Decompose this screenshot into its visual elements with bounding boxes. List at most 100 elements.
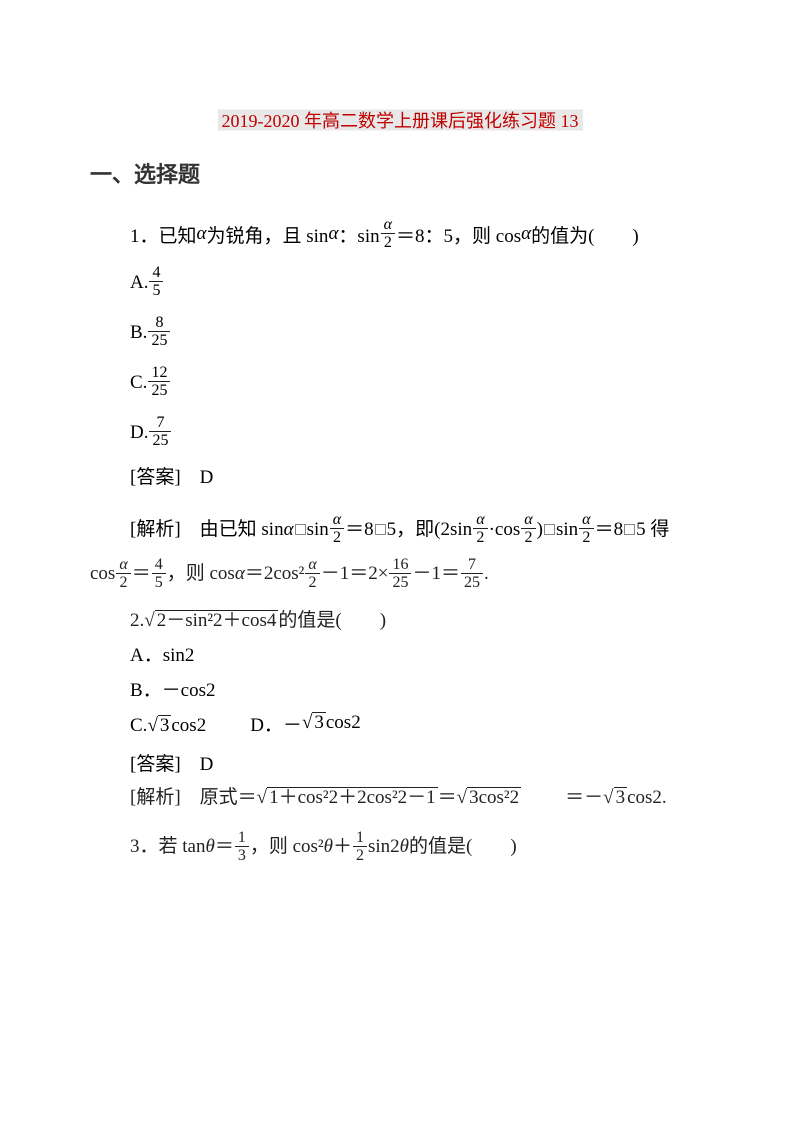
frac-num: α (473, 512, 487, 529)
text: 的值是( ) (409, 833, 517, 862)
text: C. (130, 715, 147, 737)
text: ＝2cos² (245, 560, 305, 589)
option-letter: B. (130, 322, 147, 344)
fraction: α 2 (521, 512, 535, 547)
frac-den: 2 (330, 529, 344, 547)
text: ＝8 (595, 511, 624, 549)
frac-den: 25 (461, 574, 483, 592)
fraction: α 2 (116, 557, 130, 592)
fraction: α 2 (330, 512, 344, 547)
fraction: α 2 (381, 217, 395, 252)
text: ＝ (215, 833, 234, 862)
theta-var: θ (400, 833, 409, 862)
q1-analysis-line1: [解析] 由已知 sin α sin α 2 ＝8 5，即(2sin α 2 ·… (90, 511, 669, 549)
frac-num: 1 (235, 830, 249, 847)
sqrt-body: 3 (312, 712, 326, 732)
text: －1＝2× (321, 560, 389, 589)
sqrt-icon: 3cos²2 (457, 784, 521, 813)
unknown-box-icon (624, 524, 635, 535)
sqrt-body: 3cos²2 (467, 787, 521, 807)
frac-num: 7 (461, 557, 483, 574)
text: sin (307, 511, 329, 549)
q1-text: ＝8：5，则 cos (396, 221, 521, 248)
text: D．－ (250, 710, 302, 737)
q2-option-d: D．－ 3 cos2 (210, 710, 361, 737)
fraction: 4 5 (149, 265, 163, 300)
frac-num: α (381, 217, 395, 234)
frac-num: α (305, 557, 319, 574)
sqrt-icon: 3 (603, 784, 627, 813)
q2-analysis-line1: [解析] 原式＝ 1＋cos²2＋2cos²2－1 ＝ 3cos²2 (90, 784, 521, 813)
frac-num: α (521, 512, 535, 529)
frac-den: 25 (389, 574, 411, 592)
text: 5，即(2sin (387, 511, 473, 549)
frac-den: 2 (116, 574, 130, 592)
frac-den: 2 (521, 529, 535, 547)
theta-var: θ (324, 833, 333, 862)
text: sin (556, 511, 578, 549)
text: ，则 cos (167, 560, 235, 589)
alpha-var: α (521, 223, 531, 245)
frac-num: 7 (149, 415, 171, 432)
q1-answer: [答案] D (90, 462, 710, 489)
text: 2. (130, 607, 144, 636)
frac-num: 8 (148, 315, 170, 332)
sqrt-icon: 3 (302, 712, 326, 734)
q2-analysis-line2: ＝－ 3 cos2. (525, 784, 667, 813)
frac-num: α (116, 557, 130, 574)
q1-text: 1．已知 (130, 221, 197, 248)
alpha-var: α (197, 223, 207, 245)
sqrt-body: 1＋cos²2＋2cos²2－1 (267, 787, 438, 807)
sqrt-body: 3 (614, 787, 628, 807)
q1-stem: 1．已知 α 为锐角，且 sin α ：sin α 2 ＝8：5，则 cos α… (90, 217, 710, 252)
text: －1＝ (412, 560, 460, 589)
frac-num: 4 (152, 557, 166, 574)
frac-den: 2 (381, 234, 395, 252)
text: ＝ (438, 784, 457, 813)
sqrt-body: 3 (158, 715, 172, 735)
text: ＝8 (345, 511, 374, 549)
sqrt-icon: 1＋cos²2＋2cos²2－1 (257, 784, 438, 813)
text: 5 得 (636, 511, 669, 549)
frac-num: 4 (149, 265, 163, 282)
q2-option-c: C. 3 cos2 (90, 715, 206, 737)
page-title: 2019-2020 年高二数学上册课后强化练习题 13 (218, 105, 583, 135)
alpha-var: α (235, 560, 245, 589)
sqrt-icon: 2－sin²2＋cos4 (144, 607, 278, 636)
frac-den: 2 (305, 574, 319, 592)
fraction: 1 2 (353, 830, 367, 865)
text: 3．若 tan (130, 833, 205, 862)
q2-answer: [答案] D (90, 749, 710, 776)
frac-den: 5 (152, 574, 166, 592)
text: ，则 cos² (250, 833, 324, 862)
frac-num: 12 (148, 365, 170, 382)
fraction: 1 3 (235, 830, 249, 865)
title-wrap: 2019-2020 年高二数学上册课后强化练习题 13 (90, 105, 710, 135)
frac-den: 2 (353, 847, 367, 865)
label: [解析] 由已知 sin (130, 511, 284, 549)
q2-option-b: B．－cos2 (90, 675, 710, 702)
fraction: 4 5 (152, 557, 166, 592)
q1-text: ：sin (338, 221, 379, 248)
frac-den: 25 (149, 432, 171, 450)
fraction: 12 25 (148, 365, 170, 400)
frac-den: 25 (148, 382, 170, 400)
text: cos2 (171, 715, 206, 737)
text: ＝ (132, 560, 151, 589)
text: ＋ (333, 833, 352, 862)
text: ) (537, 511, 543, 549)
frac-num: α (579, 512, 593, 529)
text: 的值是( ) (278, 607, 386, 636)
q1-text: 为锐角，且 sin (207, 221, 329, 248)
option-letter: C. (130, 372, 147, 394)
q1-option-c: C. 12 25 (90, 362, 710, 404)
frac-den: 2 (579, 529, 593, 547)
fraction: α 2 (305, 557, 319, 592)
fraction: α 2 (579, 512, 593, 547)
page-root: 2019-2020 年高二数学上册课后强化练习题 13 一、选择题 1．已知 α… (0, 0, 800, 909)
alpha-var: α (284, 511, 294, 549)
text: sin2 (368, 833, 400, 862)
q1-option-d: D. 7 25 (90, 412, 710, 454)
text: . (484, 560, 489, 589)
frac-den: 25 (148, 332, 170, 350)
